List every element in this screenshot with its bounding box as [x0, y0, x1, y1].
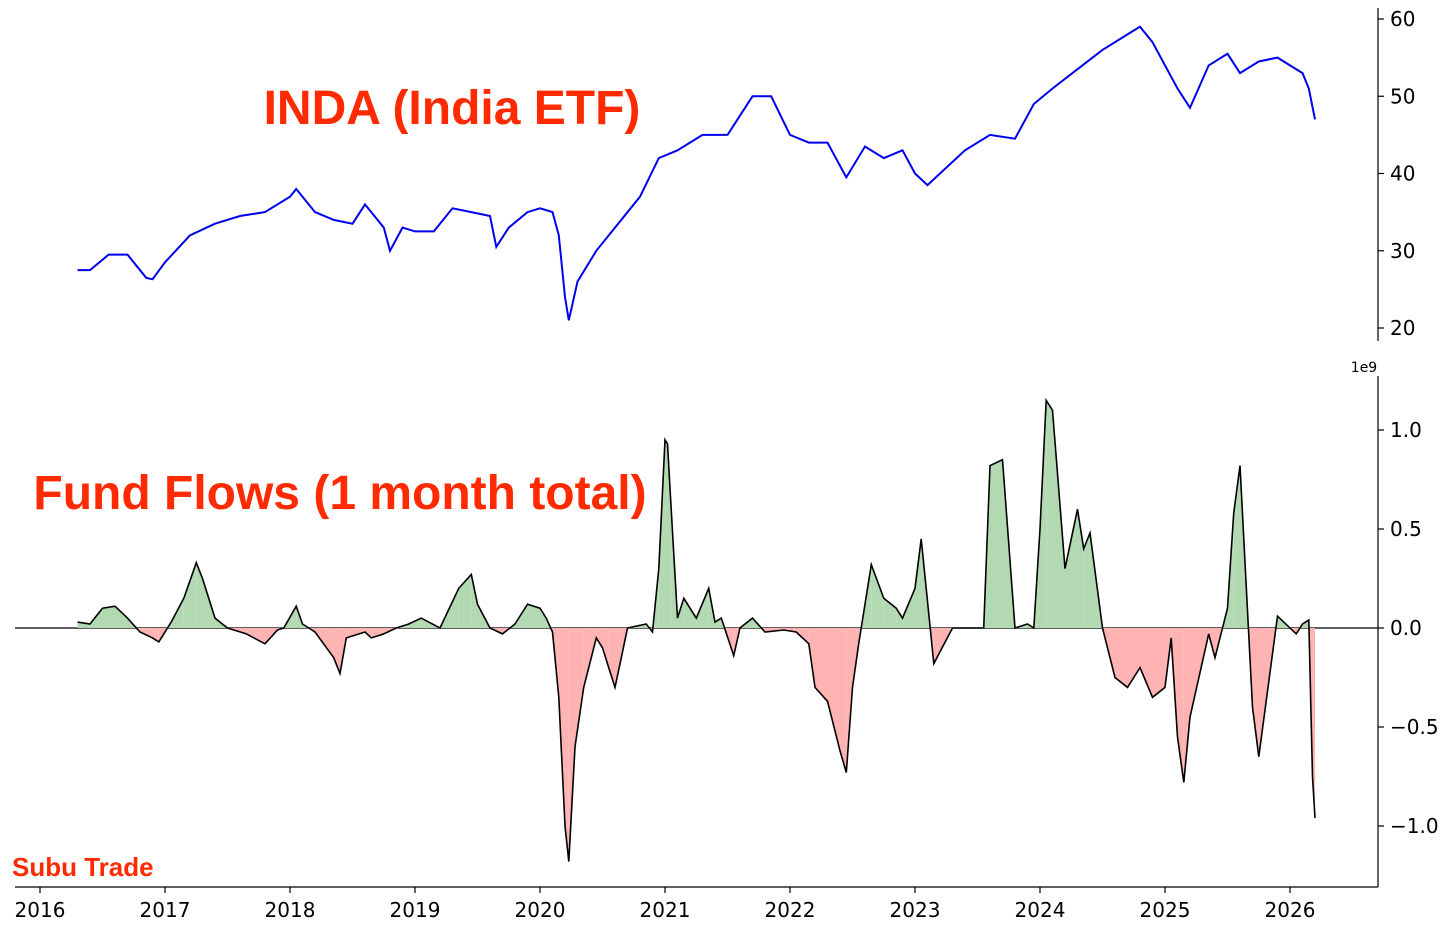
outflow-area [615, 628, 622, 688]
flows-y-tick-label: 1.0 [1390, 418, 1422, 442]
inflow-area [896, 608, 903, 628]
flows-series-group [15, 397, 1378, 862]
inflow-area [915, 538, 922, 628]
outflow-area [333, 628, 340, 674]
flows-y-tick-label: −1.0 [1390, 814, 1439, 838]
inflow-area [715, 618, 722, 628]
outflow-area [371, 628, 384, 638]
flows-y-tick-label: 0.0 [1390, 616, 1422, 640]
outflow-area [1127, 628, 1140, 688]
outflow-area [558, 628, 565, 826]
inflow-area [667, 443, 672, 628]
flows-panel: −1.0−0.50.00.51.0 2016 2017 2018 2019 2020 20… [12, 360, 1439, 922]
inflow-area [990, 459, 1003, 628]
price-y-tick-label: 30 [1390, 239, 1415, 263]
inflow-area [1302, 620, 1309, 628]
flows-chart-title: Fund Flows (1 month total) [33, 467, 646, 520]
inflow-area [102, 606, 115, 628]
y-multiplier-label: 1e9 [1351, 360, 1377, 376]
inflow-area [1065, 509, 1078, 628]
x-tick-label: 2023 [890, 898, 941, 922]
x-tick-label: 2017 [140, 898, 191, 922]
inflow-area [665, 439, 668, 628]
x-tick-label: 2020 [515, 898, 566, 922]
inflow-area [1046, 400, 1053, 628]
outflow-area [1252, 628, 1259, 757]
inflow-area [883, 598, 897, 628]
outflow-area [846, 628, 853, 773]
outflow-area [596, 628, 603, 648]
outflow-area [1152, 628, 1165, 698]
x-tick-label: 2018 [265, 898, 316, 922]
outflow-area [575, 628, 584, 747]
outflow-area [815, 628, 828, 702]
inflow-area [902, 588, 915, 628]
watermark-label: Subu Trade [12, 852, 154, 882]
price-line [77, 25, 1316, 321]
price-y-tick-label: 60 [1390, 7, 1415, 31]
flow-line [77, 397, 1316, 862]
inflow-area [458, 574, 472, 628]
outflow-area [1183, 628, 1190, 783]
x-tick-label: 2025 [1140, 898, 1191, 922]
inflow-area [540, 608, 547, 628]
outflow-area [140, 628, 153, 638]
x-tick-label: 2016 [15, 898, 66, 922]
outflow-area [1140, 628, 1153, 698]
inflow-area [408, 618, 422, 628]
x-tick-label: 2022 [765, 898, 816, 922]
outflow-area [1115, 628, 1128, 688]
inflow-area [871, 564, 884, 628]
inflow-area [471, 574, 478, 628]
inflow-area [1052, 410, 1065, 628]
inflow-area [683, 598, 697, 628]
inflow-area [696, 588, 709, 628]
flows-y-tick-label: −0.5 [1390, 715, 1439, 739]
outflow-area [568, 628, 575, 862]
inflow-area [115, 606, 128, 628]
price-y-tick-label: 40 [1390, 162, 1415, 186]
outflow-area [565, 628, 569, 862]
price-y-ticks: 20 30 40 50 60 [1378, 7, 1415, 340]
inflow-area [183, 562, 197, 628]
price-series-group [77, 25, 1316, 321]
price-y-tick-label: 50 [1390, 84, 1415, 108]
price-panel: 20 30 40 50 60 INDA (India ETF) [77, 7, 1415, 341]
outflow-area [346, 628, 365, 638]
x-tick-label: 2026 [1265, 898, 1316, 922]
outflow-area [602, 628, 609, 668]
x-tick-label: 2021 [640, 898, 691, 922]
outflow-area [827, 628, 840, 751]
x-tick-label: 2019 [390, 898, 441, 922]
flows-x-ticks: 2016 2017 2018 2019 2020 2021 2022 2023 2024 2025… [15, 887, 1316, 922]
price-chart-title: INDA (India ETF) [264, 82, 641, 135]
inflow-area [527, 604, 540, 628]
inflow-area [1040, 400, 1047, 628]
inflow-area [1083, 533, 1090, 628]
inflow-area [196, 562, 203, 628]
outflow-area [608, 628, 615, 688]
price-y-tick-label: 20 [1390, 316, 1415, 340]
flows-y-ticks: −1.0 −0.5 0.0 0.5 1.0 [1378, 418, 1439, 838]
flows-y-tick-label: 0.5 [1390, 517, 1422, 541]
x-tick-label: 2024 [1015, 898, 1066, 922]
outflow-area [246, 628, 265, 644]
outflow-area [840, 628, 847, 773]
